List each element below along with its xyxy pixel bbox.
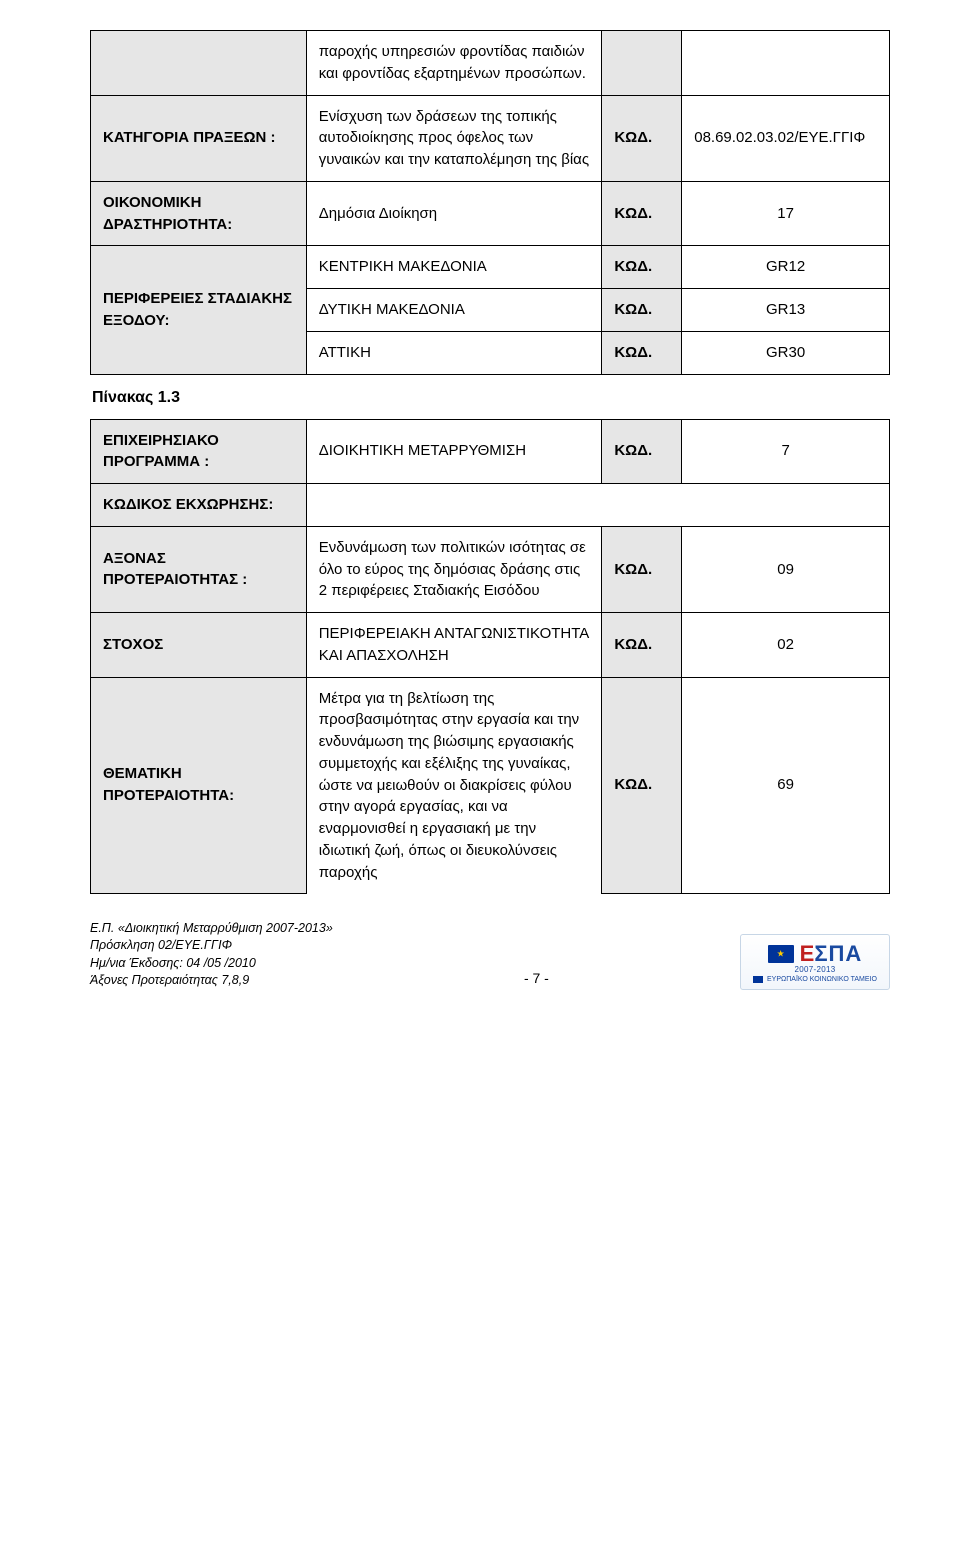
kod-label: ΚΩΔ.: [602, 181, 682, 246]
table-row: ΠΕΡΙΦΕΡΕΙΕΣ ΣΤΑΔΙΑΚΗΣ ΕΞΟΔΟΥ: ΚΕΝΤΡΙΚΗ Μ…: [91, 246, 890, 289]
table-row: ΚΩΔΙΚΟΣ ΕΚΧΩΡΗΣΗΣ:: [91, 484, 890, 527]
row-desc: Δημόσια Διοίκηση: [306, 181, 602, 246]
footer-line: Ε.Π. «Διοικητική Μεταρρύθμιση 2007-2013»: [90, 920, 333, 938]
page-footer: Ε.Π. «Διοικητική Μεταρρύθμιση 2007-2013»…: [90, 920, 890, 990]
kod-label: ΚΩΔ.: [602, 246, 682, 289]
intro-desc: παροχής υπηρεσιών φροντίδας παιδιών και …: [306, 31, 602, 96]
empty-header: [91, 31, 307, 96]
kod-label: ΚΩΔ.: [602, 419, 682, 484]
row-desc: Ενίσχυση των δράσεων της τοπικής αυτοδιο…: [306, 95, 602, 181]
row-label: ΚΑΤΗΓΟΡΙΑ ΠΡΑΞΕΩΝ :: [91, 95, 307, 181]
row-code: 08.69.02.03.02/ΕΥΕ.ΓΓΙΦ: [682, 95, 890, 181]
region-name: ΚΕΝΤΡΙΚΗ ΜΑΚΕΔΟΝΙΑ: [306, 246, 602, 289]
kod-label: ΚΩΔ.: [602, 289, 682, 332]
kod-label: ΚΩΔ.: [602, 677, 682, 893]
row-desc: ΔΙΟΙΚΗΤΙΚΗ ΜΕΤΑΡΡΥΘΜΙΣΗ: [306, 419, 602, 484]
espa-years: 2007-2013: [795, 965, 836, 974]
empty-code: [682, 31, 890, 96]
eu-mini-flag-icon: [753, 976, 763, 983]
row-desc: Μέτρα για τη βελτίωση της προσβασιμότητα…: [306, 677, 602, 893]
row-label: ΟΙΚΟΝΟΜΙΚΗ ΔΡΑΣΤΗΡΙΟΤΗΤΑ:: [91, 181, 307, 246]
footer-right: ΕΣΠΑ 2007-2013 ΕΥΡΩΠΑΪΚΟ ΚΟΙΝΩΝΙΚΟ ΤΑΜΕΙ…: [740, 934, 890, 990]
footer-line: Πρόσκληση 02/ΕΥΕ.ΓΓΙΦ: [90, 937, 333, 955]
row-desc: ΠΕΡΙΦΕΡΕΙΑΚΗ ΑΝΤΑΓΩΝΙΣΤΙΚΟΤΗΤΑ ΚΑΙ ΑΠΑΣΧ…: [306, 613, 602, 678]
espa-text: ΕΣΠΑ: [800, 941, 863, 967]
table-bottom: ΕΠΙΧΕΙΡΗΣΙΑΚΟ ΠΡΟΓΡΑΜΜΑ : ΔΙΟΙΚΗΤΙΚΗ ΜΕΤ…: [90, 419, 890, 894]
footer-left: Ε.Π. «Διοικητική Μεταρρύθμιση 2007-2013»…: [90, 920, 333, 990]
pinakas-heading: Πίνακας 1.3: [92, 389, 890, 407]
kod-label: ΚΩΔ.: [602, 95, 682, 181]
espa-logo: ΕΣΠΑ 2007-2013 ΕΥΡΩΠΑΪΚΟ ΚΟΙΝΩΝΙΚΟ ΤΑΜΕΙ…: [740, 934, 890, 990]
row-label: ΘΕΜΑΤΙΚΗ ΠΡΟΤΕΡΑΙΟΤΗΤΑ:: [91, 677, 307, 893]
row-desc: Ενδυνάμωση των πολιτικών ισότητας σε όλο…: [306, 526, 602, 612]
region-code: GR12: [682, 246, 890, 289]
row-label: ΚΩΔΙΚΟΣ ΕΚΧΩΡΗΣΗΣ:: [91, 484, 307, 527]
table-top: παροχής υπηρεσιών φροντίδας παιδιών και …: [90, 30, 890, 375]
empty-cell: [306, 484, 889, 527]
table-row: ΣΤΟΧΟΣ ΠΕΡΙΦΕΡΕΙΑΚΗ ΑΝΤΑΓΩΝΙΣΤΙΚΟΤΗΤΑ ΚΑ…: [91, 613, 890, 678]
page-number: - 7 -: [514, 970, 559, 990]
row-label: ΠΕΡΙΦΕΡΕΙΕΣ ΣΤΑΔΙΑΚΗΣ ΕΞΟΔΟΥ:: [91, 246, 307, 374]
kod-label: ΚΩΔ.: [602, 613, 682, 678]
eu-flag-icon: [768, 945, 794, 963]
region-code: GR30: [682, 331, 890, 374]
empty-kod: [602, 31, 682, 96]
row-code: 17: [682, 181, 890, 246]
table-row: ΘΕΜΑΤΙΚΗ ΠΡΟΤΕΡΑΙΟΤΗΤΑ: Μέτρα για τη βελ…: [91, 677, 890, 893]
table-row: ΑΞΟΝΑΣ ΠΡΟΤΕΡΑΙΟΤΗΤΑΣ : Ενδυνάμωση των π…: [91, 526, 890, 612]
table-row: ΚΑΤΗΓΟΡΙΑ ΠΡΑΞΕΩΝ : Ενίσχυση των δράσεων…: [91, 95, 890, 181]
row-code: 69: [682, 677, 890, 893]
region-name: ΔΥΤΙΚΗ ΜΑΚΕΔΟΝΙΑ: [306, 289, 602, 332]
table-row: ΕΠΙΧΕΙΡΗΣΙΑΚΟ ΠΡΟΓΡΑΜΜΑ : ΔΙΟΙΚΗΤΙΚΗ ΜΕΤ…: [91, 419, 890, 484]
espa-subtext: ΕΥΡΩΠΑΪΚΟ ΚΟΙΝΩΝΙΚΟ ΤΑΜΕΙΟ: [753, 976, 877, 983]
table-row: ΟΙΚΟΝΟΜΙΚΗ ΔΡΑΣΤΗΡΙΟΤΗΤΑ: Δημόσια Διοίκη…: [91, 181, 890, 246]
row-label: ΕΠΙΧΕΙΡΗΣΙΑΚΟ ΠΡΟΓΡΑΜΜΑ :: [91, 419, 307, 484]
footer-line: Ημ/νια Έκδοσης: 04 /05 /2010: [90, 955, 333, 973]
table-row: παροχής υπηρεσιών φροντίδας παιδιών και …: [91, 31, 890, 96]
row-label: ΑΞΟΝΑΣ ΠΡΟΤΕΡΑΙΟΤΗΤΑΣ :: [91, 526, 307, 612]
region-name: ΑΤΤΙΚΗ: [306, 331, 602, 374]
row-code: 7: [682, 419, 890, 484]
kod-label: ΚΩΔ.: [602, 526, 682, 612]
kod-label: ΚΩΔ.: [602, 331, 682, 374]
row-code: 02: [682, 613, 890, 678]
row-label: ΣΤΟΧΟΣ: [91, 613, 307, 678]
region-code: GR13: [682, 289, 890, 332]
row-code: 09: [682, 526, 890, 612]
footer-line: Άξονες Προτεραιότητας 7,8,9: [90, 972, 333, 990]
